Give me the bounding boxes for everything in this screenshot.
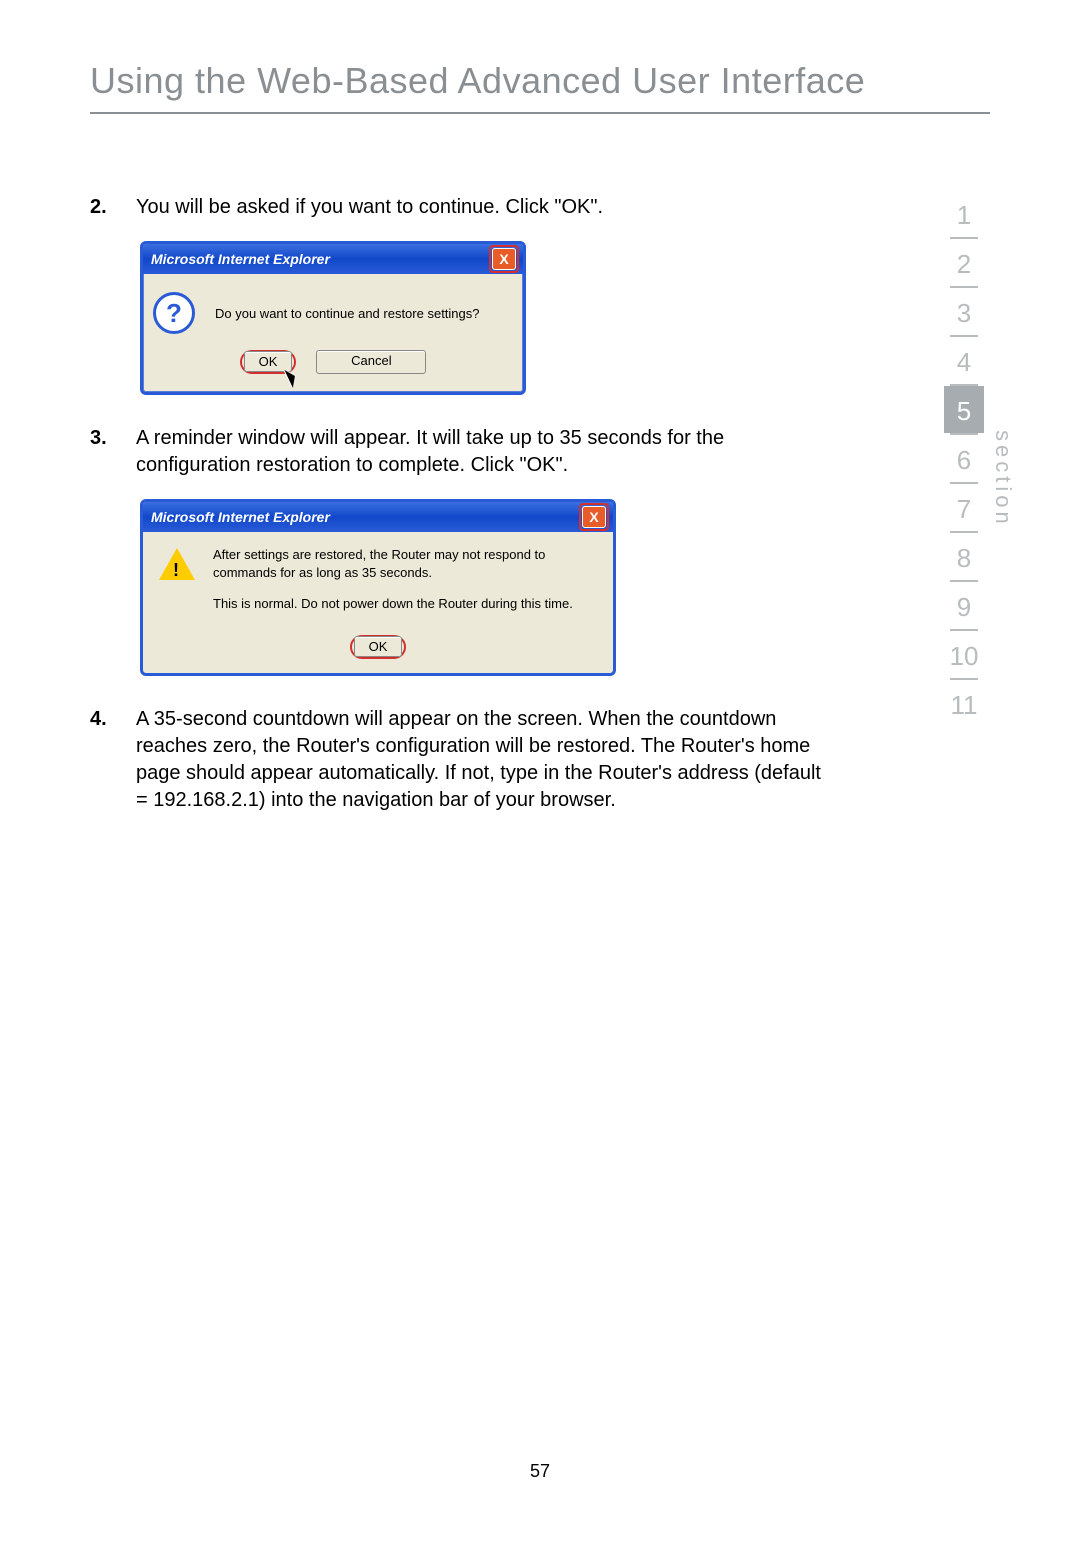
section-numbers: 1234567891011 <box>944 190 984 727</box>
section-nav-item-1[interactable]: 1 <box>944 190 984 237</box>
warning-icon <box>159 548 195 580</box>
dialog-confirm: Microsoft Internet Explorer X ? Do you w… <box>140 241 526 395</box>
dialog-title: Microsoft Internet Explorer <box>151 251 330 267</box>
close-highlight: X <box>489 245 519 273</box>
dialog-titlebar: Microsoft Internet Explorer X <box>143 502 613 532</box>
step-text: You will be asked if you want to continu… <box>136 194 990 221</box>
dialog-line2: This is normal. Do not power down the Ro… <box>213 595 597 613</box>
dialog-buttons: OK Cancel <box>143 344 523 392</box>
cancel-button[interactable]: Cancel <box>316 350 426 374</box>
dialog-title: Microsoft Internet Explorer <box>151 509 330 525</box>
section-label: section <box>990 430 1016 528</box>
dialog-reminder: Microsoft Internet Explorer X After sett… <box>140 499 616 676</box>
close-button[interactable]: X <box>582 506 606 528</box>
close-button[interactable]: X <box>492 248 516 270</box>
close-icon: X <box>589 509 598 525</box>
section-nav-item-2[interactable]: 2 <box>944 239 984 286</box>
dialog-line1: After settings are restored, the Router … <box>213 546 597 581</box>
ok-highlight: OK <box>240 350 297 374</box>
ok-button[interactable]: OK <box>354 636 403 657</box>
step-text: A reminder window will appear. It will t… <box>136 425 990 479</box>
page-number: 57 <box>0 1461 1080 1482</box>
section-nav: 1234567891011 section <box>944 190 1016 727</box>
section-nav-item-4[interactable]: 4 <box>944 337 984 384</box>
dialog1-wrap: Microsoft Internet Explorer X ? Do you w… <box>140 241 990 395</box>
section-nav-item-7[interactable]: 7 <box>944 484 984 531</box>
dialog-buttons: OK <box>143 635 613 673</box>
dialog-message: Do you want to continue and restore sett… <box>215 306 480 321</box>
section-nav-item-3[interactable]: 3 <box>944 288 984 335</box>
dialog2-wrap: Microsoft Internet Explorer X After sett… <box>140 499 990 676</box>
section-nav-item-8[interactable]: 8 <box>944 533 984 580</box>
close-highlight: X <box>579 503 609 531</box>
section-nav-item-6[interactable]: 6 <box>944 435 984 482</box>
title-rule <box>90 112 990 114</box>
step-4: 4. A 35-second countdown will appear on … <box>90 706 990 814</box>
page-title: Using the Web-Based Advanced User Interf… <box>90 60 990 102</box>
section-nav-item-11[interactable]: 11 <box>944 680 984 727</box>
ok-button[interactable]: OK <box>244 351 293 372</box>
step-2: 2. You will be asked if you want to cont… <box>90 194 990 221</box>
close-icon: X <box>499 251 508 267</box>
question-icon: ? <box>153 292 195 334</box>
step-number: 2. <box>90 194 136 221</box>
step-number: 3. <box>90 425 136 479</box>
step-text: A 35-second countdown will appear on the… <box>136 706 990 814</box>
section-nav-item-5[interactable]: 5 <box>944 386 984 433</box>
dialog-body: ? Do you want to continue and restore se… <box>143 274 523 344</box>
dialog-body: After settings are restored, the Router … <box>143 532 613 635</box>
step-3: 3. A reminder window will appear. It wil… <box>90 425 990 479</box>
ok-highlight: OK <box>350 635 407 659</box>
section-nav-item-9[interactable]: 9 <box>944 582 984 629</box>
step-number: 4. <box>90 706 136 814</box>
section-nav-item-10[interactable]: 10 <box>944 631 984 678</box>
document-page: Using the Web-Based Advanced User Interf… <box>0 0 1080 1542</box>
dialog-titlebar: Microsoft Internet Explorer X <box>143 244 523 274</box>
